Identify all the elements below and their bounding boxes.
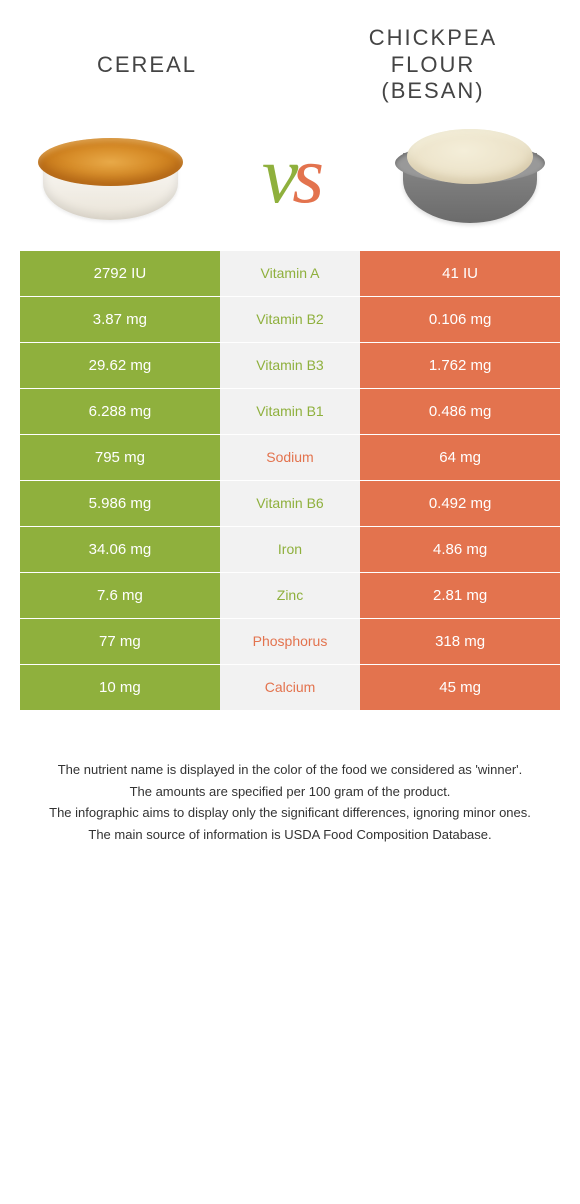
left-value: 795 mg (20, 435, 220, 480)
vs-label: vs (262, 128, 318, 222)
right-title-line3: (BESAN) (316, 78, 550, 104)
right-value: 0.106 mg (360, 297, 560, 342)
footnote-line: The main source of information is USDA F… (30, 825, 550, 845)
right-value: 64 mg (360, 435, 560, 480)
left-value: 3.87 mg (20, 297, 220, 342)
left-value: 10 mg (20, 665, 220, 710)
nutrient-row: 77 mgPhosphorus318 mg (20, 618, 560, 664)
right-title-line1: CHICKPEA (316, 25, 550, 51)
vs-s-letter: s (292, 128, 318, 222)
left-value: 77 mg (20, 619, 220, 664)
right-value: 45 mg (360, 665, 560, 710)
left-value: 29.62 mg (20, 343, 220, 388)
right-value: 41 IU (360, 251, 560, 296)
left-title: CEREAL (30, 52, 264, 78)
nutrient-name: Iron (220, 527, 360, 572)
footnotes: The nutrient name is displayed in the co… (0, 710, 580, 876)
right-value: 0.492 mg (360, 481, 560, 526)
left-value: 2792 IU (20, 251, 220, 296)
nutrient-row: 3.87 mgVitamin B20.106 mg (20, 296, 560, 342)
nutrient-row: 6.288 mgVitamin B10.486 mg (20, 388, 560, 434)
nutrient-name: Zinc (220, 573, 360, 618)
images-row: vs (0, 120, 580, 250)
footnote-line: The amounts are specified per 100 gram o… (30, 782, 550, 802)
nutrient-name: Sodium (220, 435, 360, 480)
right-value: 1.762 mg (360, 343, 560, 388)
cereal-image (20, 120, 200, 230)
nutrient-name: Vitamin B1 (220, 389, 360, 434)
left-value: 7.6 mg (20, 573, 220, 618)
nutrient-name: Vitamin B6 (220, 481, 360, 526)
right-value: 4.86 mg (360, 527, 560, 572)
right-value: 2.81 mg (360, 573, 560, 618)
nutrient-row: 29.62 mgVitamin B31.762 mg (20, 342, 560, 388)
nutrient-name: Vitamin B2 (220, 297, 360, 342)
flour-image (380, 120, 560, 230)
nutrient-name: Calcium (220, 665, 360, 710)
nutrient-row: 795 mgSodium64 mg (20, 434, 560, 480)
nutrient-name: Phosphorus (220, 619, 360, 664)
left-value: 34.06 mg (20, 527, 220, 572)
nutrient-row: 2792 IUVitamin A41 IU (20, 250, 560, 296)
right-title-line2: FLOUR (316, 52, 550, 78)
footnote-line: The nutrient name is displayed in the co… (30, 760, 550, 780)
nutrient-row: 5.986 mgVitamin B60.492 mg (20, 480, 560, 526)
nutrient-row: 34.06 mgIron4.86 mg (20, 526, 560, 572)
right-value: 318 mg (360, 619, 560, 664)
left-value: 5.986 mg (20, 481, 220, 526)
right-title: CHICKPEA FLOUR (BESAN) (316, 25, 550, 104)
nutrient-name: Vitamin B3 (220, 343, 360, 388)
left-value: 6.288 mg (20, 389, 220, 434)
nutrient-name: Vitamin A (220, 251, 360, 296)
vs-v-letter: v (262, 128, 292, 222)
footnote-line: The infographic aims to display only the… (30, 803, 550, 823)
nutrient-table: 2792 IUVitamin A41 IU3.87 mgVitamin B20.… (0, 250, 580, 710)
header-row: CEREAL CHICKPEA FLOUR (BESAN) (0, 0, 580, 120)
nutrient-row: 10 mgCalcium45 mg (20, 664, 560, 710)
nutrient-row: 7.6 mgZinc2.81 mg (20, 572, 560, 618)
right-value: 0.486 mg (360, 389, 560, 434)
